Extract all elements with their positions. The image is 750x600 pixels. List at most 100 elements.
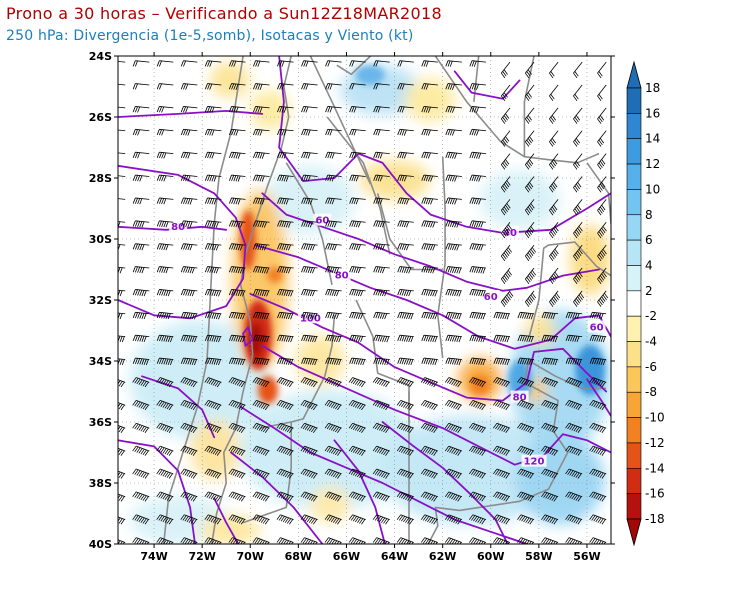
wind-barb <box>325 83 342 90</box>
wind-barb <box>276 514 294 525</box>
wind-barb <box>180 174 198 182</box>
wind-barb <box>589 491 607 502</box>
wind-barb <box>156 197 174 205</box>
wind-barb <box>180 311 198 320</box>
wind-barb <box>301 220 318 228</box>
wind-barb <box>493 422 511 433</box>
wind-barb <box>180 197 198 205</box>
wind-barb <box>253 151 270 159</box>
wind-barb <box>373 197 390 205</box>
colorbar-segment <box>626 366 642 393</box>
wind-barb <box>500 199 511 216</box>
wind-barb <box>325 197 342 205</box>
wind-barb <box>132 151 150 159</box>
wind-barb <box>373 311 390 320</box>
isotach-label-bg <box>481 289 500 302</box>
wind-barb <box>549 107 559 124</box>
wind-barb <box>132 243 150 251</box>
wind-barb <box>525 61 535 79</box>
isotach-line <box>118 164 247 320</box>
wind-barb <box>277 289 294 297</box>
isotach-line <box>230 451 324 544</box>
border-line <box>309 56 372 185</box>
colorbar-segment <box>626 265 642 292</box>
wind-barb <box>228 311 246 320</box>
wind-barb <box>325 289 342 297</box>
colorbar-segment <box>626 442 642 469</box>
wind-barb <box>204 400 222 411</box>
wind-barb <box>541 422 559 433</box>
wind-barb <box>118 447 126 456</box>
wind-barb <box>469 174 486 182</box>
wind-barb <box>421 334 438 343</box>
wind-barb <box>517 400 535 411</box>
wind-barb <box>132 445 150 456</box>
wind-barb <box>493 445 511 456</box>
wind-barb <box>420 537 438 544</box>
wind-barb <box>597 61 607 79</box>
wind-barb <box>373 174 390 182</box>
wind-barb <box>373 151 390 159</box>
lon-label: 60W <box>477 550 504 563</box>
wind-barb <box>444 468 463 479</box>
wind-barb <box>204 197 222 205</box>
wind-barb <box>204 83 222 90</box>
wind-barb <box>565 357 583 366</box>
wind-barbs <box>118 60 609 544</box>
lat-label: 26S <box>89 111 112 124</box>
wind-barb <box>397 197 414 205</box>
wind-barb <box>228 197 246 205</box>
wind-barb <box>469 334 486 343</box>
wind-barb <box>301 311 318 320</box>
wind-barb <box>565 445 583 456</box>
wind-barb <box>525 107 535 124</box>
colorbar-label: 12 <box>645 157 660 171</box>
wind-barb <box>325 174 342 182</box>
lat-label: 40S <box>89 538 112 551</box>
colorbar-label: -6 <box>645 360 657 374</box>
wind-barb <box>469 197 486 205</box>
border-line <box>586 162 611 224</box>
wind-barb <box>525 130 535 147</box>
lon-label: 74W <box>140 550 167 563</box>
colorbar-segment <box>626 163 642 190</box>
longitude-labels: 74W 72W 70W 68W 66W 64W 62W 60W 58W 56W <box>140 550 600 563</box>
wind-barb <box>349 174 366 182</box>
wind-barb <box>541 400 559 411</box>
wind-barb <box>397 151 414 159</box>
wind-barb <box>396 445 414 456</box>
wind-barb <box>397 266 414 274</box>
wind-barb <box>573 176 583 193</box>
wind-barb <box>525 290 537 307</box>
lat-label: 38S <box>89 477 112 490</box>
wind-barb <box>252 537 270 544</box>
wind-barb <box>253 106 270 113</box>
wind-barb <box>349 334 366 343</box>
wind-barb <box>493 311 511 320</box>
wind-barb <box>277 197 294 205</box>
wind-barb <box>276 445 294 456</box>
wind-barb <box>372 491 390 502</box>
wind-barb <box>252 422 270 433</box>
wind-barb <box>156 357 174 366</box>
wind-barb <box>597 176 607 193</box>
wind-barb <box>541 377 559 388</box>
wind-barb <box>156 422 174 433</box>
wind-barb <box>445 151 462 159</box>
wind-barb <box>372 422 390 433</box>
wind-barb <box>421 289 438 297</box>
wind-barb <box>324 468 342 479</box>
wind-barb <box>204 377 222 388</box>
lon-label: 56W <box>573 550 600 563</box>
wind-barb <box>565 334 583 343</box>
colorbar-segment <box>626 290 642 317</box>
wind-barb <box>156 243 174 251</box>
wind-barb <box>228 422 246 433</box>
wind-barb <box>493 514 511 525</box>
wind-barb <box>421 83 438 90</box>
wind-barb <box>324 400 342 411</box>
wind-barb <box>421 243 438 251</box>
wind-barb <box>541 491 559 502</box>
isotach-line <box>249 293 608 402</box>
lon-label: 64W <box>381 550 408 563</box>
